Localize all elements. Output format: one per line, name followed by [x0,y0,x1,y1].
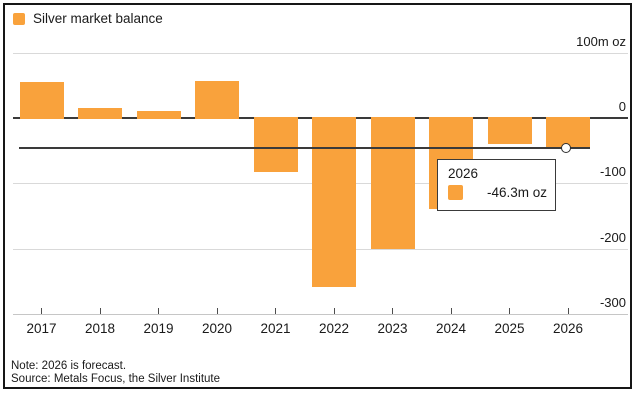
latest-value-marker-icon [561,142,571,153]
gridline--300 [13,314,628,316]
y-axis-label--300: -300 [599,295,626,311]
tooltip-value: -46.3m oz [486,185,547,200]
x-tick-2019 [158,308,159,314]
footnote-source: Source: Metals Focus, the Silver Institu… [11,372,221,385]
x-tick-2022 [333,308,335,314]
bar-2025[interactable] [487,117,532,145]
legend: Silver market balance [13,12,163,26]
x-axis-label-2026: 2026 [552,321,584,336]
x-tick-2018 [99,308,101,314]
bar-2020[interactable] [195,81,239,119]
x-tick-2026 [567,308,569,314]
bar-2018[interactable] [78,107,122,119]
y-axis-label--100: -100 [599,164,626,180]
footnote-note: Note: 2026 is forecast. [11,360,127,372]
gridline-100 [13,52,628,54]
x-axis-label-2017: 2017 [26,321,57,336]
chart-frame: Silver market balance 2026 -46.3m oz Not… [3,3,632,389]
bar-2023[interactable] [370,117,415,249]
legend-swatch-icon [13,13,25,25]
x-axis-label-2019: 2019 [143,321,174,336]
x-tick-2017 [41,308,42,314]
x-tick-2025 [509,308,510,314]
x-axis-label-2022: 2022 [318,321,350,336]
x-tick-2021 [275,308,276,314]
tooltip: 2026 -46.3m oz [437,159,556,211]
x-axis-label-2021: 2021 [260,321,291,336]
bar-2022[interactable] [312,117,356,287]
x-axis-label-2020: 2020 [201,321,233,336]
tooltip-row: -46.3m oz [448,185,547,200]
latest-value-line [19,147,590,150]
x-tick-2024 [450,308,452,314]
y-axis-label-0: 0 [618,99,626,114]
x-axis-label-2023: 2023 [377,321,408,336]
y-axis-label--200: -200 [599,229,626,245]
x-axis-label-2025: 2025 [494,321,525,336]
tooltip-series-swatch-icon [448,185,463,200]
chart-footnote: Note: 2026 is forecast. Source: Metals F… [11,360,220,385]
bar-2019[interactable] [136,110,181,119]
x-axis-label-2024: 2024 [435,321,467,336]
legend-label: Silver market balance [33,11,163,26]
tooltip-year: 2026 [448,166,479,181]
y-axis-label-100: 100m oz [576,33,626,49]
x-tick-2023 [392,308,393,314]
x-tick-2020 [216,308,218,314]
bar-2021[interactable] [253,117,298,173]
bar-2017[interactable] [19,82,64,119]
x-axis-label-2018: 2018 [84,321,116,336]
